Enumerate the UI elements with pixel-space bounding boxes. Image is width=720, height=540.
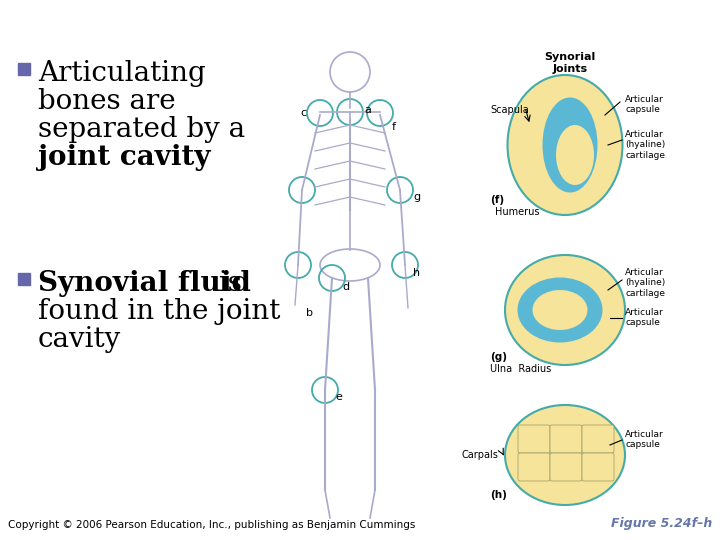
Text: h: h — [413, 268, 420, 278]
Text: Articulating: Articulating — [38, 60, 206, 87]
Ellipse shape — [505, 405, 625, 505]
Text: Humerus: Humerus — [495, 207, 539, 217]
Text: Synorial
Joints: Synorial Joints — [544, 52, 595, 73]
Text: (h): (h) — [490, 490, 507, 500]
Text: d: d — [342, 282, 349, 292]
Text: Scapula: Scapula — [490, 105, 528, 115]
Ellipse shape — [542, 98, 598, 192]
Text: separated by a: separated by a — [38, 116, 245, 143]
Text: (g): (g) — [490, 352, 507, 362]
Text: Synovial fluid: Synovial fluid — [38, 270, 251, 297]
Text: f: f — [392, 122, 396, 132]
Ellipse shape — [508, 75, 623, 215]
Text: Copyright © 2006 Pearson Education, Inc., publishing as Benjamin Cummings: Copyright © 2006 Pearson Education, Inc.… — [8, 520, 415, 530]
FancyBboxPatch shape — [518, 453, 550, 481]
Ellipse shape — [518, 278, 603, 342]
Text: joint cavity: joint cavity — [38, 144, 210, 171]
Ellipse shape — [533, 290, 588, 330]
Text: Ulna  Radius: Ulna Radius — [490, 364, 552, 374]
Bar — [18, 63, 30, 75]
Text: Articular
capsule: Articular capsule — [625, 95, 664, 114]
Text: e: e — [335, 392, 342, 402]
Text: is: is — [210, 270, 242, 297]
Text: Articular
(hyaline)
cartilage: Articular (hyaline) cartilage — [625, 268, 665, 298]
Text: b: b — [306, 308, 313, 318]
FancyBboxPatch shape — [550, 453, 582, 481]
Text: bones are: bones are — [38, 88, 176, 115]
Text: found in the joint: found in the joint — [38, 298, 280, 325]
Text: cavity: cavity — [38, 326, 121, 353]
Text: c: c — [300, 108, 306, 118]
Text: a: a — [364, 105, 371, 115]
Text: g: g — [413, 192, 420, 202]
Text: Figure 5.24f–h: Figure 5.24f–h — [611, 517, 712, 530]
FancyBboxPatch shape — [582, 453, 614, 481]
FancyBboxPatch shape — [550, 425, 582, 453]
FancyBboxPatch shape — [518, 425, 550, 453]
Text: Articular
(hyaline)
cartilage: Articular (hyaline) cartilage — [625, 130, 665, 160]
Text: (f): (f) — [490, 195, 504, 205]
Ellipse shape — [505, 255, 625, 365]
Text: Carpals: Carpals — [462, 450, 499, 460]
Text: Articular
capsule: Articular capsule — [625, 430, 664, 449]
FancyBboxPatch shape — [582, 425, 614, 453]
Bar — [18, 273, 30, 285]
Text: Articular
capsule: Articular capsule — [625, 308, 664, 327]
Ellipse shape — [556, 125, 594, 185]
